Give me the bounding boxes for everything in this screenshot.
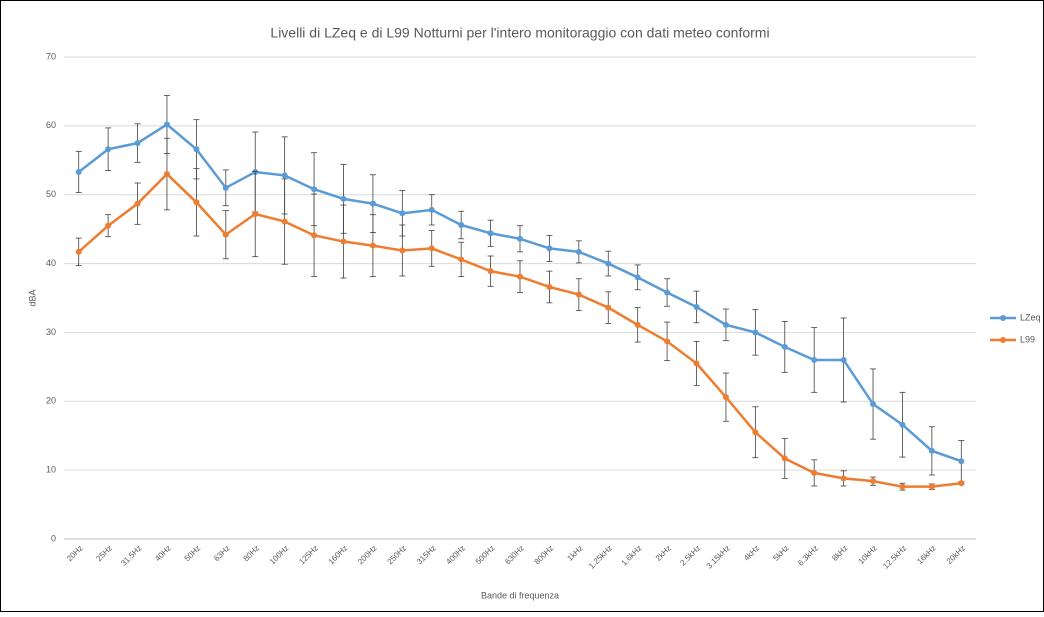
data-point xyxy=(193,199,200,206)
y-tick-label: 50 xyxy=(46,189,56,199)
data-point xyxy=(105,146,112,153)
data-point xyxy=(75,248,82,255)
data-point xyxy=(487,230,494,237)
data-point xyxy=(281,218,288,225)
y-tick-label: 20 xyxy=(46,396,56,406)
data-point xyxy=(458,256,465,263)
data-point xyxy=(870,478,877,485)
data-point xyxy=(781,343,788,350)
data-point xyxy=(870,401,877,408)
data-point xyxy=(252,210,259,217)
data-point xyxy=(311,232,318,239)
data-point xyxy=(811,356,818,363)
data-point xyxy=(722,321,729,328)
data-point xyxy=(311,186,318,193)
data-point xyxy=(752,329,759,336)
data-point xyxy=(575,291,582,298)
data-point xyxy=(134,140,141,147)
data-point xyxy=(605,304,612,311)
data-point xyxy=(458,222,465,229)
data-point xyxy=(517,235,523,242)
data-point xyxy=(487,268,494,275)
y-tick-label: 70 xyxy=(46,51,56,61)
data-point xyxy=(546,283,553,290)
data-point xyxy=(517,273,523,280)
legend-marker xyxy=(1000,337,1006,343)
data-point xyxy=(369,242,376,249)
x-axis-title: Bande di frequenza xyxy=(481,590,559,600)
data-point xyxy=(781,455,788,462)
data-point xyxy=(693,303,700,310)
data-point xyxy=(575,248,582,255)
data-point xyxy=(281,172,288,179)
data-point xyxy=(546,245,553,252)
data-point xyxy=(428,245,435,252)
data-point xyxy=(222,231,229,238)
y-tick-label: 10 xyxy=(46,465,56,475)
data-point xyxy=(722,394,729,401)
data-point xyxy=(664,338,671,345)
legend-label: L99 xyxy=(1020,334,1035,344)
data-point xyxy=(105,222,112,229)
data-point xyxy=(399,247,406,254)
data-point xyxy=(928,483,935,490)
data-point xyxy=(928,447,935,454)
data-point xyxy=(664,289,671,296)
data-point xyxy=(899,483,906,490)
data-point xyxy=(163,121,170,128)
data-point xyxy=(693,360,700,367)
data-point xyxy=(428,206,435,213)
chart-title: Livelli di LZeq e di L99 Notturni per l'… xyxy=(270,25,769,41)
legend-label: LZeq xyxy=(1020,312,1041,322)
data-point xyxy=(634,321,641,328)
data-point xyxy=(399,210,406,217)
data-point xyxy=(811,469,818,476)
data-point xyxy=(958,480,965,487)
legend-marker xyxy=(1000,315,1006,321)
data-point xyxy=(958,458,965,465)
y-tick-label: 0 xyxy=(51,533,56,543)
data-point xyxy=(605,260,612,267)
y-axis-title: dBA xyxy=(27,289,37,306)
data-point xyxy=(222,184,229,191)
data-point xyxy=(840,356,847,363)
data-point xyxy=(163,171,170,178)
y-tick-label: 40 xyxy=(46,258,56,268)
data-point xyxy=(899,421,906,428)
y-tick-label: 30 xyxy=(46,327,56,337)
data-point xyxy=(340,238,347,245)
data-point xyxy=(75,168,82,175)
data-point xyxy=(840,475,847,482)
data-point xyxy=(752,429,759,436)
data-point xyxy=(369,200,376,207)
data-point xyxy=(134,200,141,207)
data-point xyxy=(634,274,641,281)
data-point xyxy=(193,146,200,153)
data-point xyxy=(340,195,347,202)
y-tick-label: 60 xyxy=(46,120,56,130)
